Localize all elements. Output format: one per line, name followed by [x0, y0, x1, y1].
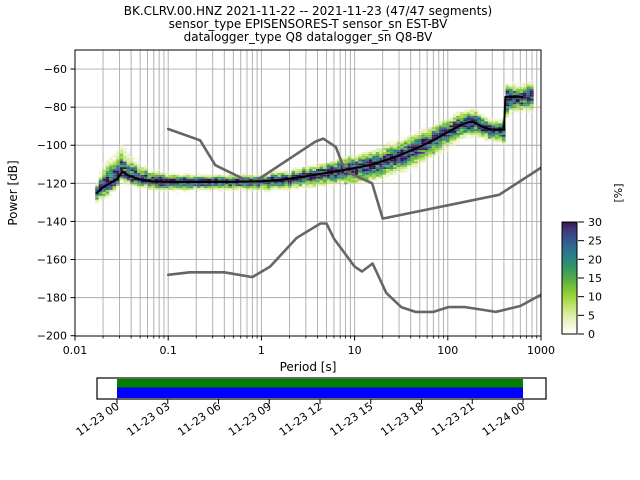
x-axis-ticks: 0.01 0.1 1 10 100 1000	[63, 336, 555, 357]
colorbar-tick-label: 5	[588, 309, 595, 322]
coverage-timeline: 11-23 00 11-23 03 11-23 06 11-23 09 11-23 12…	[74, 377, 547, 439]
nhnm-noise-model-line	[166, 127, 541, 220]
colorbar-gradient	[561, 221, 578, 335]
title-line-1: BK.CLRV.00.HNZ 2021-11-22 -- 2021-11-23 …	[124, 4, 492, 18]
title-line-3: datalogger_type Q8 datalogger_sn Q8-BV	[184, 30, 434, 44]
colorbar-tick-label: 10	[588, 291, 602, 304]
grid-lines	[74, 50, 542, 336]
timeline-tick-label: 11-23 09	[226, 400, 274, 439]
y-tick-label: −140	[37, 215, 67, 228]
y-tick-label: −160	[37, 254, 67, 267]
x-tick-label: 100	[437, 344, 458, 357]
x-tick-label: 1000	[527, 344, 555, 357]
title-line-2: sensor_type EPISENSORES-T sensor_sn EST-…	[169, 17, 449, 31]
timeline-tick-label: 11-23 12	[277, 400, 325, 439]
colorbar-label: [%]	[612, 183, 625, 202]
y-tick-label: −120	[37, 177, 67, 190]
colorbar-tick-label: 20	[588, 253, 602, 266]
x-tick-label: 0.01	[63, 344, 88, 357]
colorbar-tick-label: 0	[588, 328, 595, 341]
x-tick-label: 10	[348, 344, 362, 357]
timeline-tick-label: 11-23 21	[429, 400, 477, 439]
mean-psd-line	[96, 95, 524, 194]
colorbar: 30 25 20 15 10 5 0	[561, 216, 602, 341]
timeline-coverage-blue	[117, 387, 523, 398]
y-axis-ticks: −60 −80 −100 −120 −140 −160 −180 −200	[37, 63, 75, 343]
timeline-coverage-green	[117, 379, 523, 388]
colorbar-tick-label: 25	[588, 235, 602, 248]
timeline-tick-label: 11-23 06	[175, 400, 223, 439]
y-tick-label: −200	[37, 330, 67, 343]
plot-border	[74, 49, 542, 337]
model-and-mean-lines	[96, 95, 541, 314]
timeline-tick-label: 11-23 15	[327, 400, 375, 439]
colorbar-tick-label: 30	[588, 216, 602, 229]
y-tick-label: −100	[37, 139, 67, 152]
timeline-tick-label: 11-23 03	[124, 400, 172, 439]
timeline-tick-label: 11-23 00	[74, 400, 122, 439]
y-tick-label: −180	[37, 292, 67, 305]
x-tick-label: 1	[258, 344, 265, 357]
y-tick-label: −80	[44, 101, 67, 114]
y-tick-label: −60	[44, 63, 67, 76]
timeline-tick-label: 11-23 18	[378, 400, 426, 439]
x-axis-label: Period [s]	[280, 360, 337, 374]
grid-overlay	[74, 50, 542, 336]
x-tick-label: 0.1	[159, 344, 177, 357]
nlnm-noise-model-line	[166, 222, 541, 314]
timeline-tick-label: 11-24 00	[480, 400, 528, 439]
colorbar-tick-label: 15	[588, 272, 602, 285]
y-axis-label: Power [dB]	[6, 160, 20, 225]
